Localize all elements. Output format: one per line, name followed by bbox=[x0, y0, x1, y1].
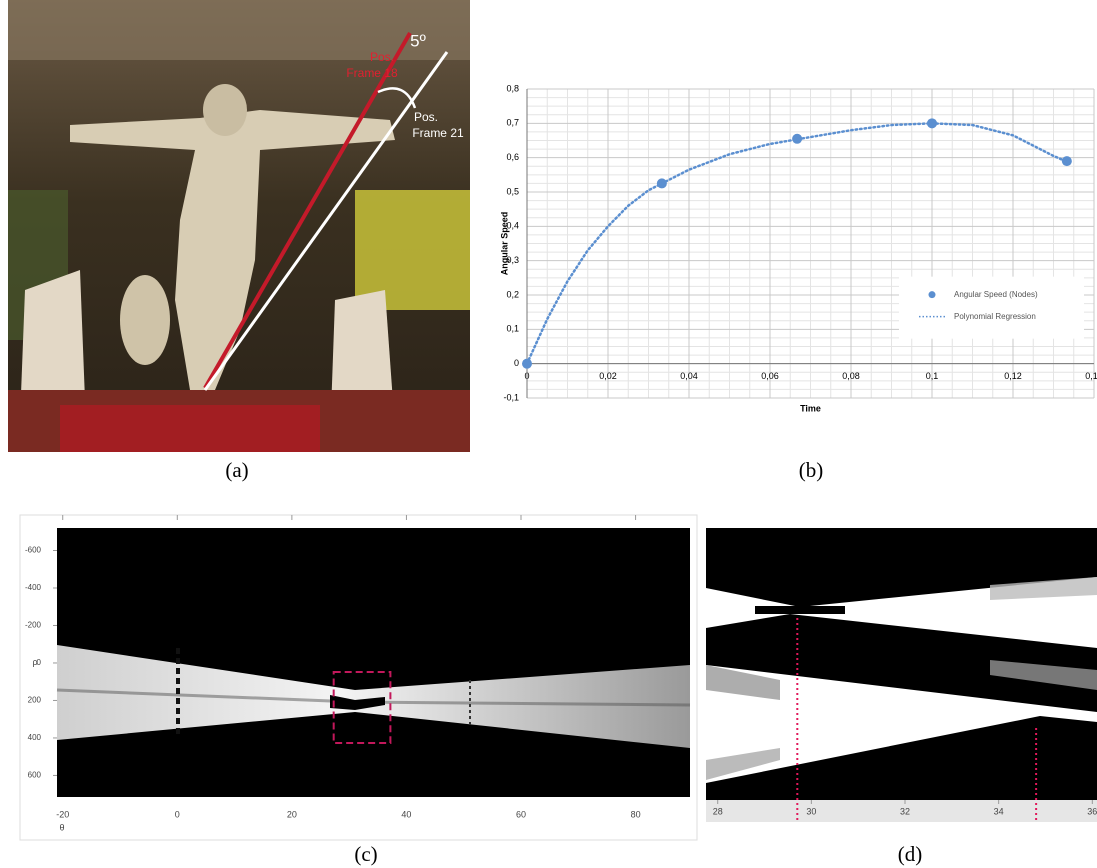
y-tick-label: 0,6 bbox=[506, 152, 519, 162]
photo-label: Frame 21 bbox=[412, 126, 464, 140]
y-tick-label: 200 bbox=[28, 696, 42, 705]
photo: Pos. Frame 18 5º Pos. Frame 21 bbox=[8, 0, 470, 452]
legend-box bbox=[899, 277, 1084, 339]
x-tick-label: 0,08 bbox=[842, 371, 860, 381]
x-tick-label: 30 bbox=[806, 806, 816, 816]
x-tick-label: 80 bbox=[631, 809, 641, 819]
x-tick-label: 36 bbox=[1087, 806, 1097, 816]
legend-label: Polynomial Regression bbox=[954, 312, 1036, 321]
x-tick-label: 0,12 bbox=[1004, 371, 1022, 381]
y-tick-label: 0,5 bbox=[506, 186, 519, 196]
legend-marker bbox=[929, 291, 936, 298]
x-tick-label: 0,06 bbox=[761, 371, 779, 381]
y-tick-label: 0 bbox=[514, 358, 519, 368]
x-tick-label: 40 bbox=[401, 809, 411, 819]
y-tick-label: 0,1 bbox=[506, 324, 519, 334]
photo-label: 5º bbox=[410, 31, 426, 50]
y-tick-label: -400 bbox=[25, 583, 42, 592]
y-tick-label: -600 bbox=[25, 546, 42, 555]
y-tick-label: -200 bbox=[25, 621, 42, 630]
x-tick-label: 34 bbox=[994, 806, 1004, 816]
page: Pos. Frame 18 5º Pos. Frame 21 (a) (b) (… bbox=[0, 0, 1097, 868]
y-tick-label: 0,8 bbox=[506, 83, 519, 93]
photo-label: Frame 18 bbox=[346, 66, 398, 80]
x-tick-label: 0 bbox=[175, 809, 180, 819]
y-tick-label: 0,7 bbox=[506, 118, 519, 128]
x-tick-label: 28 bbox=[713, 806, 723, 816]
caption: (d) bbox=[898, 842, 923, 866]
legend-label: Angular Speed (Nodes) bbox=[954, 290, 1038, 299]
x-tick-label: 20 bbox=[287, 809, 297, 819]
y-axis-title: ρ bbox=[32, 657, 37, 667]
y-tick-label: 400 bbox=[28, 733, 42, 742]
x-tick-label: 32 bbox=[900, 806, 910, 816]
y-tick-label: 0,2 bbox=[506, 289, 519, 299]
y-axis-title: Angular Speed bbox=[499, 212, 509, 276]
photo-label: Pos. bbox=[414, 110, 438, 124]
y-tick-label: -0,1 bbox=[503, 392, 519, 402]
x-tick-label: 0,14 bbox=[1085, 371, 1097, 381]
x-tick-label: -20 bbox=[56, 809, 69, 819]
caption: (b) bbox=[799, 458, 824, 482]
x-tick-label: 0,04 bbox=[680, 371, 698, 381]
caption: (a) bbox=[225, 458, 248, 482]
x-tick-label: 0,1 bbox=[926, 371, 939, 381]
y-tick-label: 600 bbox=[28, 771, 42, 780]
x-axis-title: θ bbox=[59, 822, 64, 832]
x-tick-label: 60 bbox=[516, 809, 526, 819]
x-tick-label: 0,02 bbox=[599, 371, 617, 381]
figure: Pos. Frame 18 5º Pos. Frame 21 (a) (b) (… bbox=[0, 0, 1097, 868]
photo-label: Pos. bbox=[370, 50, 394, 64]
hough-zoom-image bbox=[706, 528, 1097, 822]
caption: (c) bbox=[354, 842, 377, 866]
hough-image bbox=[57, 528, 690, 797]
x-axis-title: Time bbox=[800, 403, 821, 413]
